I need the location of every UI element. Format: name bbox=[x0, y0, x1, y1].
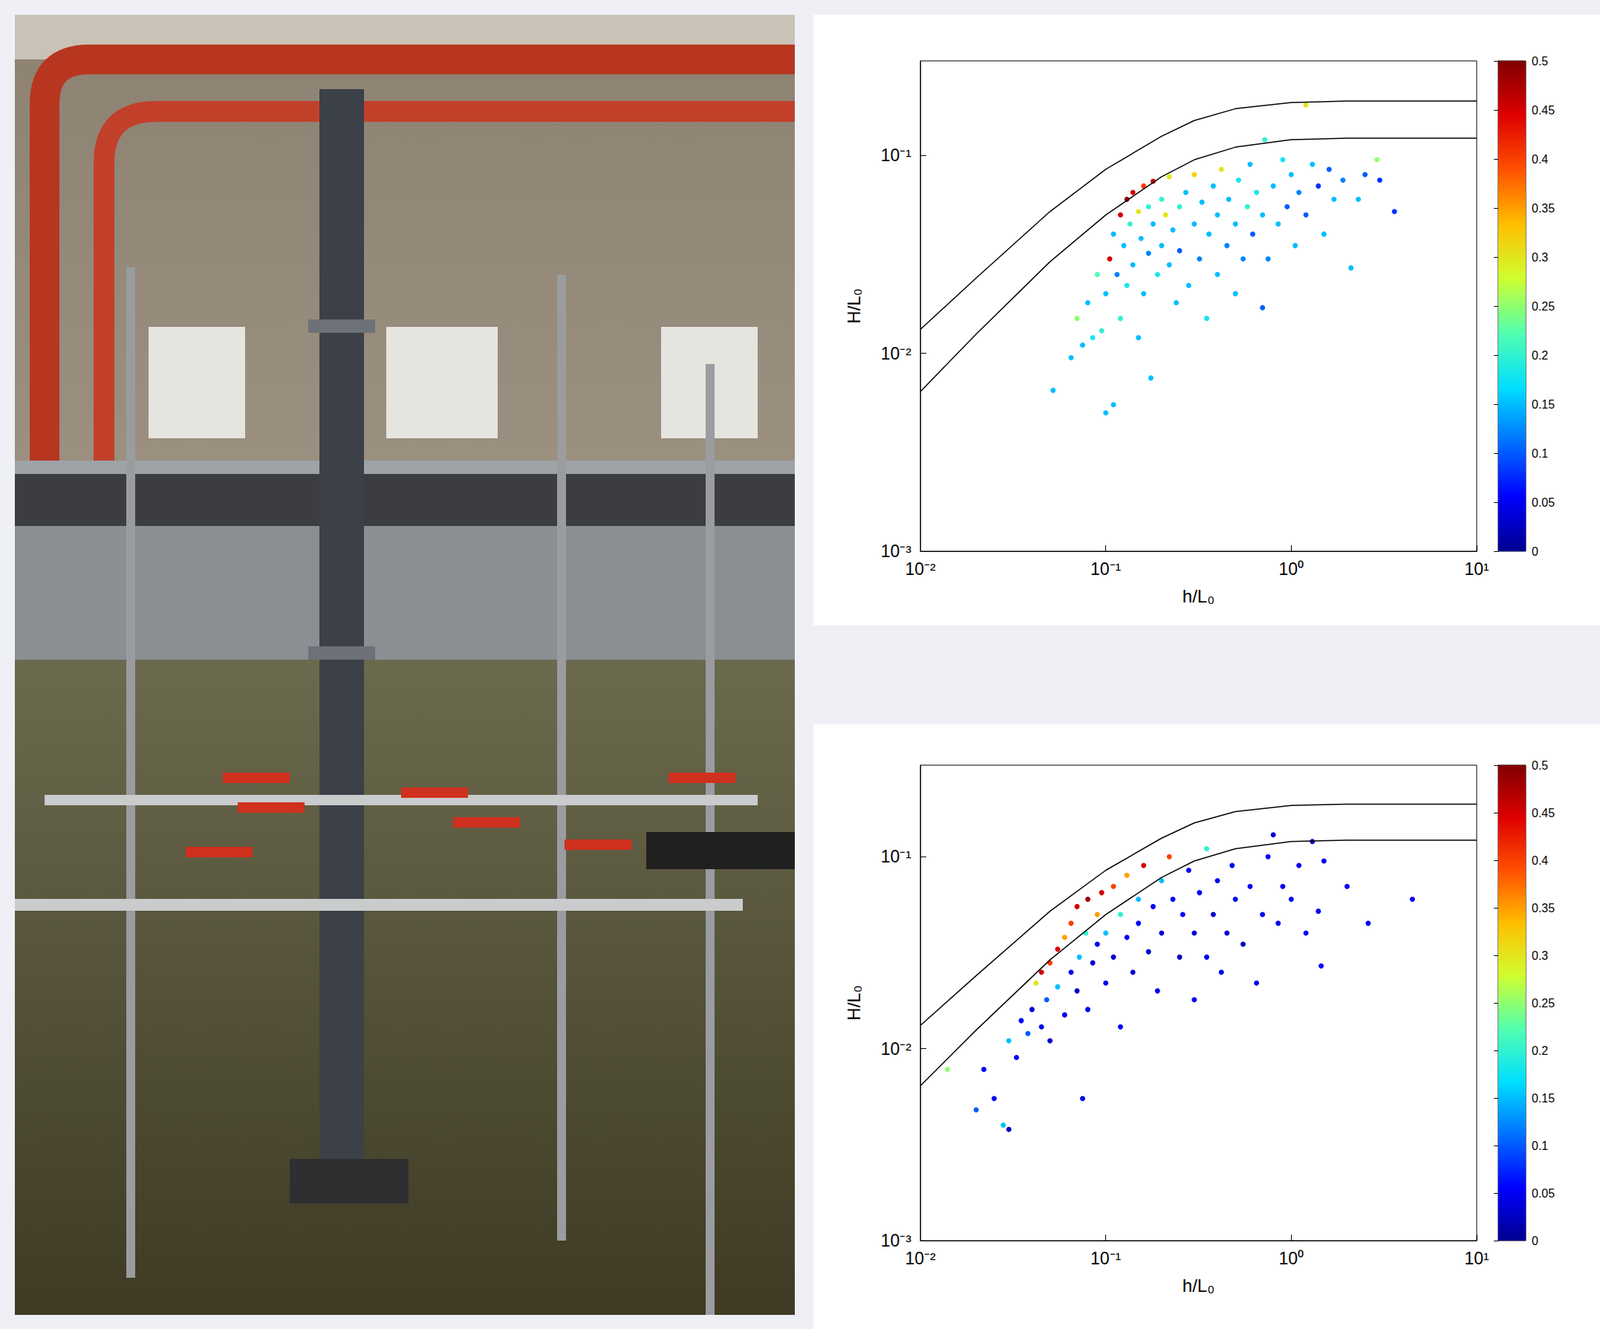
svg-text:0.05: 0.05 bbox=[1531, 496, 1555, 509]
svg-text:10⁻¹: 10⁻¹ bbox=[880, 145, 913, 165]
svg-text:0.05: 0.05 bbox=[1531, 1187, 1555, 1200]
svg-text:10⁰: 10⁰ bbox=[1279, 559, 1305, 579]
svg-text:0.5: 0.5 bbox=[1531, 54, 1549, 68]
svg-text:10⁰: 10⁰ bbox=[1279, 1248, 1305, 1268]
svg-text:10⁻²: 10⁻² bbox=[904, 1248, 936, 1268]
svg-text:H/L₀: H/L₀ bbox=[843, 984, 864, 1020]
svg-text:h/L₀: h/L₀ bbox=[1182, 1275, 1215, 1296]
svg-text:10⁻¹: 10⁻¹ bbox=[1090, 1248, 1122, 1268]
svg-text:10⁻²: 10⁻² bbox=[904, 559, 936, 579]
svg-text:0.1: 0.1 bbox=[1531, 1139, 1549, 1153]
svg-text:0.3: 0.3 bbox=[1531, 949, 1549, 962]
svg-text:0.25: 0.25 bbox=[1531, 300, 1555, 313]
svg-text:10¹: 10¹ bbox=[1464, 1248, 1490, 1268]
svg-text:10⁻³: 10⁻³ bbox=[880, 1230, 913, 1251]
svg-text:10⁻¹: 10⁻¹ bbox=[880, 846, 913, 867]
svg-text:H/L₀: H/L₀ bbox=[843, 288, 864, 324]
svg-text:10⁻²: 10⁻² bbox=[880, 343, 913, 364]
svg-text:0.2: 0.2 bbox=[1531, 1044, 1549, 1058]
svg-text:0.35: 0.35 bbox=[1531, 901, 1555, 915]
svg-text:0.4: 0.4 bbox=[1531, 153, 1549, 166]
svg-text:0.5: 0.5 bbox=[1531, 759, 1549, 772]
svg-text:0.15: 0.15 bbox=[1531, 398, 1555, 411]
svg-text:0.45: 0.45 bbox=[1531, 103, 1555, 117]
svg-text:0: 0 bbox=[1531, 545, 1539, 558]
svg-text:0.1: 0.1 bbox=[1531, 447, 1549, 460]
svg-text:0.15: 0.15 bbox=[1531, 1091, 1555, 1105]
svg-text:0.45: 0.45 bbox=[1531, 806, 1555, 820]
svg-text:0.25: 0.25 bbox=[1531, 996, 1555, 1010]
svg-text:10⁻¹: 10⁻¹ bbox=[1090, 559, 1122, 579]
svg-text:10¹: 10¹ bbox=[1464, 559, 1490, 579]
svg-text:0: 0 bbox=[1531, 1234, 1539, 1248]
svg-text:0.35: 0.35 bbox=[1531, 202, 1555, 215]
svg-text:h/L₀: h/L₀ bbox=[1182, 586, 1215, 607]
svg-text:10⁻³: 10⁻³ bbox=[880, 541, 913, 561]
svg-text:10⁻²: 10⁻² bbox=[880, 1039, 913, 1059]
svg-text:0.4: 0.4 bbox=[1531, 854, 1549, 867]
svg-text:0.2: 0.2 bbox=[1531, 349, 1549, 362]
svg-text:0.3: 0.3 bbox=[1531, 251, 1549, 264]
